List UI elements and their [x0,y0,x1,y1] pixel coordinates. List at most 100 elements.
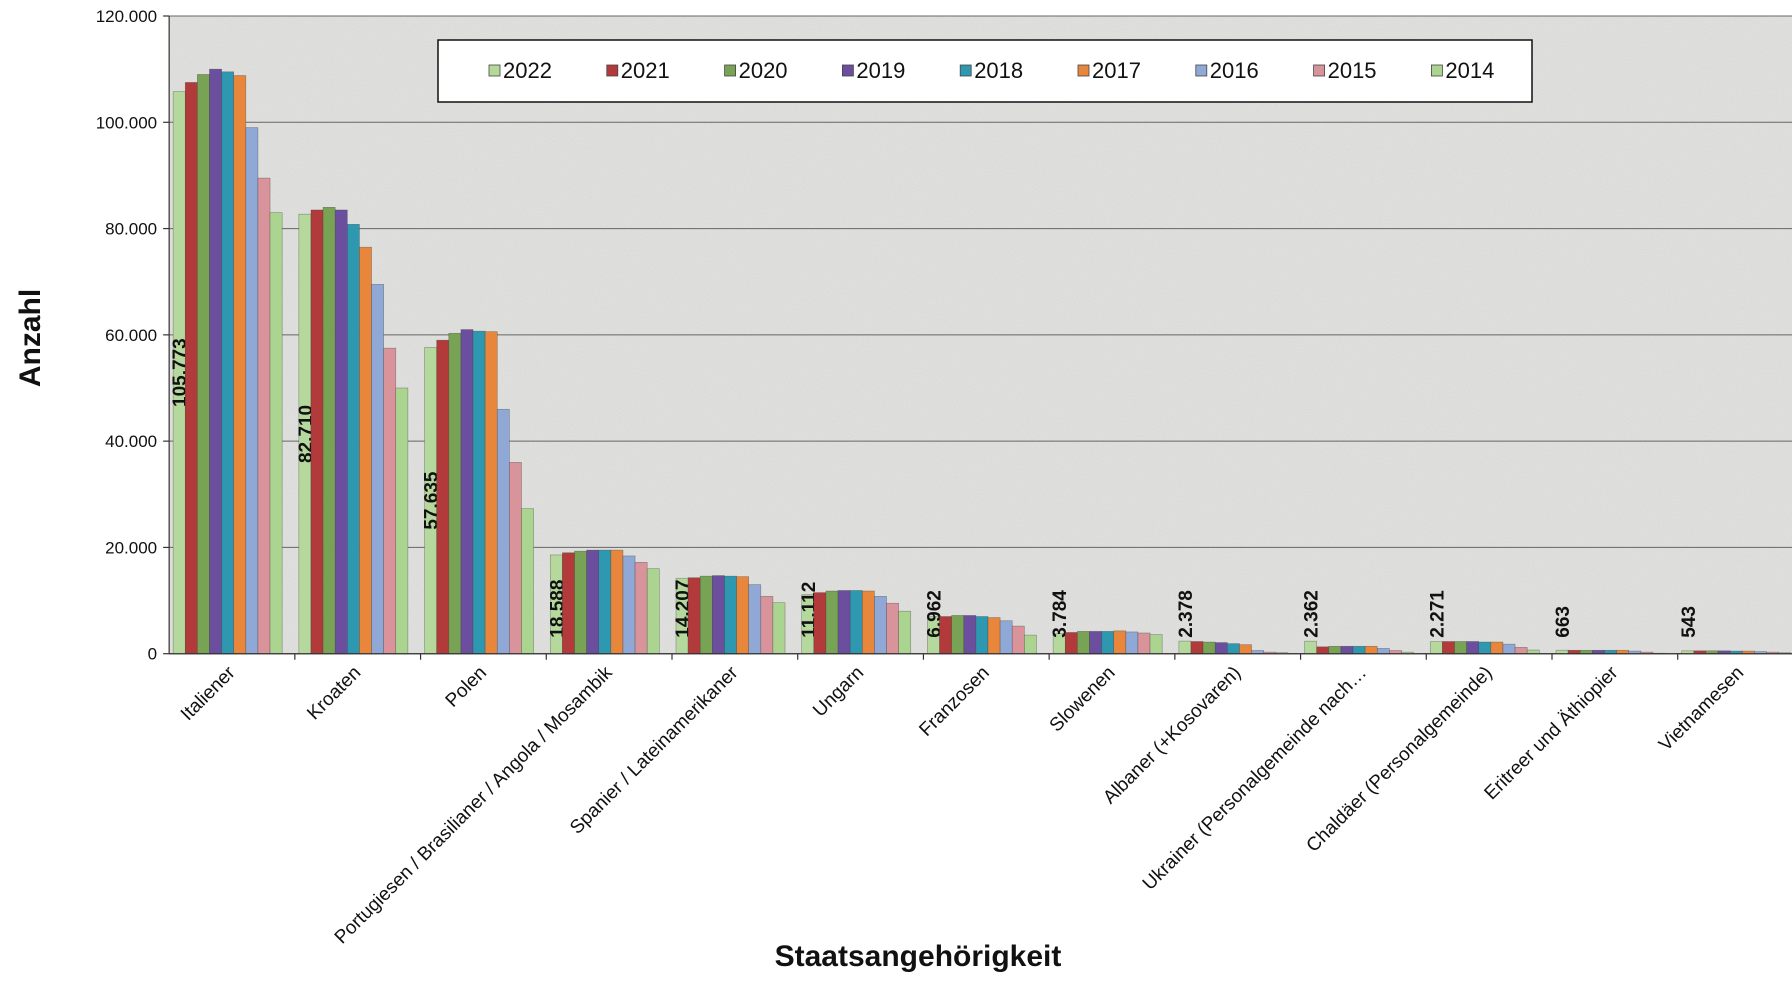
bar [574,550,587,655]
bar [334,209,348,655]
bar [939,616,952,655]
bar [951,615,965,655]
legend-swatch [724,64,736,77]
bar [987,617,1001,655]
bar [448,332,462,655]
data-label: 2.362 [1302,590,1323,638]
x-tick-label: Italiener [177,662,240,725]
y-tick-label: 20.000 [105,538,157,557]
bar [1024,634,1037,655]
bar [1190,641,1204,655]
x-tick-label: Eritreer und Äthiopier [1481,662,1623,804]
bar [1352,645,1366,655]
bar [371,284,384,655]
bar [460,329,474,655]
bar [813,592,827,655]
bar [760,596,774,655]
bar [347,224,360,655]
legend-label: 2020 [739,58,788,83]
bar [233,75,247,655]
bar [898,610,912,655]
bar [772,602,786,655]
y-tick-label: 60.000 [105,326,157,345]
legend-swatch [1077,64,1090,77]
x-tick-label: Vietnamesen [1655,662,1748,755]
bar [975,616,989,655]
bar [1490,641,1504,655]
bar [837,590,851,655]
bar [886,602,899,655]
bar [310,209,324,655]
x-axis-title: Staatsangehörigkeit [775,940,1062,973]
legend-swatch [1195,64,1208,77]
legend-swatch [842,64,854,77]
x-tick-label: Albaner (+Kosovaren) [1099,662,1245,808]
bar [1304,640,1317,655]
bar [436,339,450,655]
bar [1429,641,1443,655]
data-label: 3.784 [1050,590,1071,638]
bar [610,549,624,655]
bar [1064,632,1078,655]
y-tick-label: 40.000 [105,432,157,451]
bar [646,568,660,655]
legend-label: 2019 [856,58,905,83]
bar [1227,643,1240,655]
bar [1011,625,1025,655]
bar [383,347,397,655]
bar [1442,641,1455,655]
bar [472,330,486,655]
bar [1502,643,1516,655]
bar [269,212,283,655]
bar [322,207,336,655]
bar [748,584,762,655]
bar [197,74,210,655]
legend-swatch [959,64,972,77]
legend-swatch [606,64,619,77]
bar [1125,631,1139,655]
bar [1316,646,1330,655]
legend-swatch [1431,64,1443,77]
bar [562,552,575,655]
bar [509,462,522,655]
bar [1113,630,1127,655]
bar [484,331,498,655]
legend-swatch [488,64,501,77]
legend-label: 2014 [1445,58,1494,83]
legend: 2022 2021 2020 2019 2018 2017 2016 2015 2014 [437,39,1533,103]
data-label: 663 [1553,606,1574,638]
bar [1239,644,1252,655]
bar [1340,645,1354,655]
legend-label: 2015 [1328,58,1377,83]
bar [849,590,863,655]
x-tick-label: Franzosen [915,662,993,740]
bar [1202,641,1216,655]
bar [521,508,534,655]
legend-label: 2016 [1210,58,1259,83]
legend-box [437,39,1533,103]
legend-label: 2017 [1092,58,1141,83]
legend-swatch [1313,64,1325,77]
bar [1178,640,1192,655]
x-tick-label: Polen [442,662,491,711]
bar [496,408,510,655]
bar [221,71,235,655]
bar [359,246,372,655]
bar [257,177,271,655]
bar [622,555,636,655]
bar [1364,645,1378,655]
bar [1466,641,1480,655]
bar [736,576,749,655]
bar [1454,641,1467,655]
x-tick-label: Kroaten [303,662,365,724]
bar [1101,631,1115,655]
bar [724,575,737,655]
bar [1514,647,1528,655]
bar [634,562,648,655]
bar [586,549,600,655]
legend-label: 2022 [503,58,552,83]
bar [1376,648,1390,655]
